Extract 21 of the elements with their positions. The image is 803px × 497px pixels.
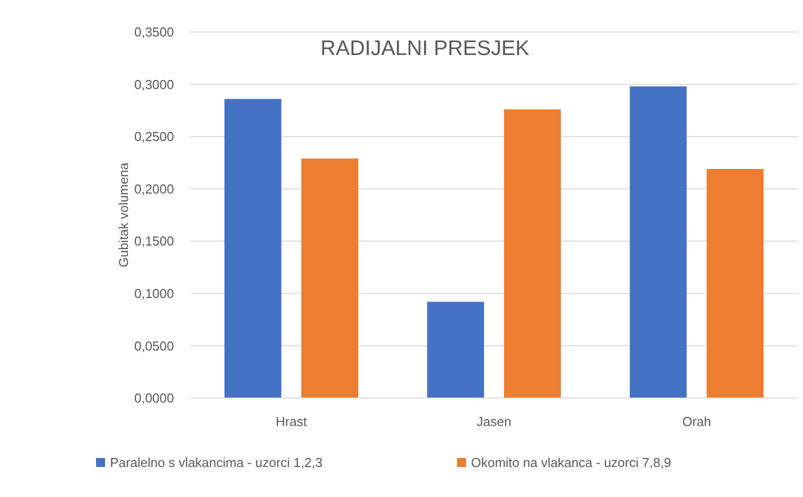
bar [301,158,358,398]
y-tick-label: 0,2000 [134,181,174,196]
x-tick-label: Hrast [276,414,308,429]
bar [630,86,687,398]
bar [427,302,484,398]
legend-label: Okomito na vlakanca - uzorci 7,8,9 [471,455,672,470]
y-tick-label: 0,0500 [134,338,174,354]
x-tick-label: Jasen [476,414,512,429]
chart-title: RADIJALNI PRESJEK [320,37,530,60]
x-tick-label: Orah [682,414,712,429]
bar [706,168,764,398]
y-tick-label: 0,1000 [134,286,174,301]
y-tick-label: 0,0000 [134,390,174,406]
bar [224,98,282,398]
legend-label: Paralelno s vlakancima - uzorci 1,2,3 [110,455,322,470]
y-axis-title: Gubitak volumena [116,162,131,268]
y-tick-label: 0,1500 [134,234,174,249]
y-tick-label: 0,3500 [134,24,174,40]
bar [504,109,561,398]
y-tick-label: 0,2500 [134,129,174,144]
y-tick-label: 0,3000 [134,76,174,92]
